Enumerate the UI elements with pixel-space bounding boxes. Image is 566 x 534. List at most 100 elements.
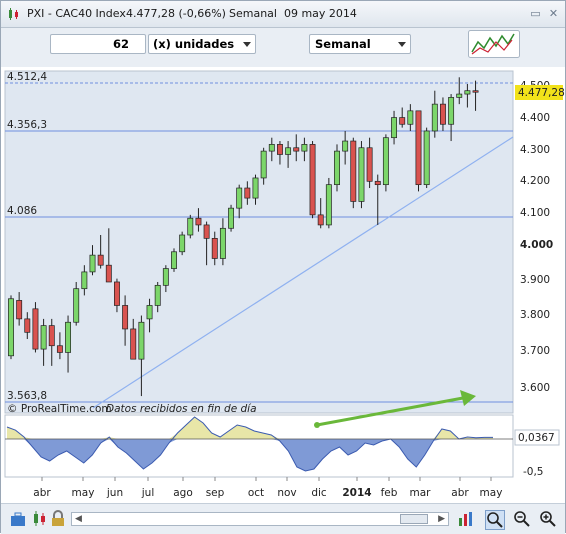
candle-body <box>350 140 357 202</box>
scrollbar-thumb[interactable] <box>400 514 428 524</box>
credit-text: © ProRealTime.com <box>7 403 112 415</box>
candle-body <box>472 90 479 93</box>
x-tick-label: nov <box>277 487 296 499</box>
credit-note: Datos recibidos en fin de día <box>106 403 257 415</box>
annotation-arrow[interactable] <box>314 390 476 428</box>
units-select-label: (x) unidades <box>153 37 235 51</box>
candle-body <box>24 318 31 333</box>
toolbar: 62 (x) unidades Semanal <box>1 28 565 66</box>
x-tick-label: abr <box>33 487 51 499</box>
candle-body <box>40 325 47 350</box>
chart-panel[interactable]: 4.512,4 4.356,3 4.086 3.563,8 4.500 4.40… <box>1 67 565 503</box>
y-tick: 3.700 <box>520 345 550 357</box>
candle-body <box>97 254 104 266</box>
last-price-tag <box>515 85 563 100</box>
candle-body <box>431 103 438 132</box>
candle-body <box>219 227 226 259</box>
period-select-label: Semanal <box>315 37 371 51</box>
hline-label: 4.086 <box>7 205 37 217</box>
bottom-bar: ◀ ▶ <box>1 503 565 534</box>
hline-label: 4.512,4 <box>7 71 47 83</box>
window-title-period: Semanal 09 may 2014 <box>229 7 357 20</box>
candle-body <box>48 325 55 347</box>
candle-body <box>391 117 398 139</box>
candle-body <box>252 177 259 199</box>
candle-body <box>105 264 112 283</box>
candle-body <box>415 110 422 186</box>
y-tick: 4.300 <box>520 144 550 156</box>
hline-label: 3.563,8 <box>7 390 47 402</box>
candle-body <box>440 103 446 125</box>
candle-body <box>138 321 145 360</box>
y-tick: 4.200 <box>520 175 550 187</box>
trend-line <box>92 136 514 409</box>
x-tick-label: mar <box>410 487 432 499</box>
minimize-icon[interactable]: ▭ <box>530 7 541 20</box>
candle-body <box>317 214 324 226</box>
candle-body <box>293 147 300 152</box>
candle-body <box>260 150 267 179</box>
price-panel[interactable] <box>4 70 514 414</box>
chevron-down-icon <box>243 42 251 47</box>
units-select[interactable]: (x) unidades <box>148 34 256 54</box>
candle-body <box>195 217 202 226</box>
candle-body <box>171 251 177 269</box>
period-select[interactable]: Semanal <box>309 34 411 54</box>
lock-icon[interactable] <box>49 510 67 528</box>
candle-body <box>65 321 71 353</box>
hline-label: 4.356,3 <box>7 119 47 131</box>
candle-body <box>301 144 308 152</box>
y-tick: 4.400 <box>520 112 550 124</box>
time-scrollbar[interactable]: ◀ ▶ <box>71 512 449 526</box>
indicator-tick: -0,5 <box>523 466 544 478</box>
candle-body <box>407 110 414 125</box>
candle-body <box>32 308 39 350</box>
candle-body <box>374 180 381 186</box>
candle-body <box>285 147 292 155</box>
zoom-auto-icon[interactable] <box>485 510 505 530</box>
candle-body <box>309 144 316 216</box>
bar-chart-icon[interactable] <box>457 510 475 528</box>
price-chart[interactable]: 4.512,4 4.356,3 4.086 3.563,8 4.500 4.40… <box>1 67 565 503</box>
x-tick-label: jul <box>141 487 155 499</box>
indicator-value: 0,0367 <box>518 432 555 444</box>
chevron-right-icon[interactable]: ▶ <box>438 514 445 524</box>
candle-body <box>382 137 389 186</box>
x-tick-label: feb <box>381 487 398 499</box>
candle-body <box>334 150 340 186</box>
candle-body <box>162 268 169 286</box>
x-tick-label: jun <box>106 487 123 499</box>
y-tick: 3.800 <box>520 309 550 321</box>
y-tick: 4.100 <box>520 207 550 219</box>
candle-body <box>146 305 153 320</box>
x-tick-label: 2014 <box>342 487 371 499</box>
x-tick-label: may <box>72 487 95 499</box>
toolbox-icon[interactable] <box>9 510 27 528</box>
candlestick-chart-icon[interactable] <box>31 510 49 528</box>
zoom-out-icon[interactable] <box>513 510 531 528</box>
chevron-left-icon[interactable]: ◀ <box>75 514 82 524</box>
close-icon[interactable]: ✕ <box>548 7 559 20</box>
candle-body <box>456 93 463 98</box>
candle-body <box>236 187 243 209</box>
x-tick-label: dic <box>311 487 327 499</box>
oscillator-negative-area <box>7 439 493 471</box>
candle-body <box>325 184 332 226</box>
candle-body <box>423 130 430 186</box>
y-tick: 3.600 <box>520 382 550 394</box>
indicators-icon[interactable] <box>468 30 520 58</box>
candle-body <box>113 281 120 306</box>
candle-body <box>366 147 373 182</box>
x-tick-label: abr <box>451 487 469 499</box>
zoom-in-icon[interactable] <box>539 510 557 528</box>
candle-body <box>8 298 14 357</box>
window-title-ticker: PXI - CAC40 Index <box>27 7 126 20</box>
units-count-input[interactable]: 62 <box>50 34 146 54</box>
last-price-label: 4.477,28 <box>518 87 565 99</box>
oscillator-line <box>6 416 493 472</box>
candle-body <box>16 300 23 320</box>
candle-body <box>358 147 365 202</box>
candle-body <box>81 271 88 290</box>
candle-body <box>154 284 161 306</box>
x-tick-label: may <box>480 487 503 499</box>
